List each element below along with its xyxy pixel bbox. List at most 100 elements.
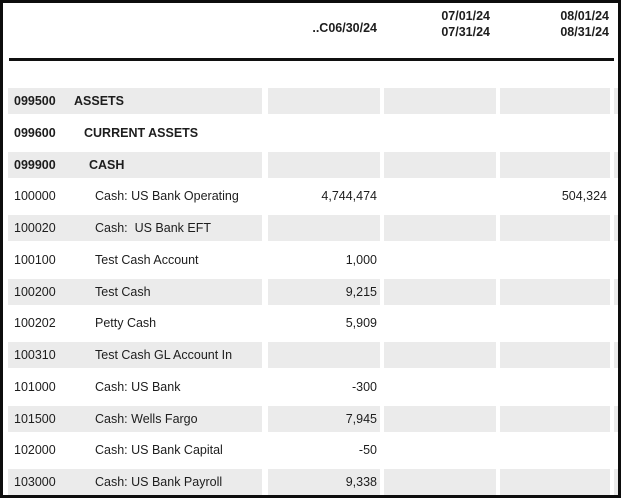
account-cell: 100100 Test Cash Account <box>8 247 262 273</box>
table-row[interactable]: 101500 Cash: Wells Fargo 7,945 <box>8 405 618 432</box>
value-cell-period-3 <box>500 120 610 146</box>
header-divider <box>9 58 614 61</box>
account-number: 100000 <box>14 189 56 204</box>
table-row[interactable]: 099900 CASH <box>8 151 618 178</box>
account-number: 100100 <box>14 252 56 267</box>
account-cell: 100310 Test Cash GL Account In <box>8 342 262 368</box>
account-cell: 101000 Cash: US Bank <box>8 374 262 400</box>
account-cell: 100000 Cash: US Bank Operating <box>8 183 262 209</box>
value-cell-period-1 <box>268 120 380 146</box>
value-cell-period-2 <box>384 405 496 432</box>
value-cell-overflow <box>614 374 618 400</box>
account-name: Cash: US Bank Operating <box>95 189 239 204</box>
account-cell: 100020 Cash: US Bank EFT <box>8 215 262 241</box>
value-cell-period-1 <box>268 215 380 241</box>
table-row[interactable]: 100310 Test Cash GL Account In <box>8 342 618 368</box>
account-cell: 100202 Petty Cash <box>8 310 262 336</box>
account-number: 100020 <box>14 221 56 235</box>
column-header-period-3[interactable]: 08/01/24 08/31/24 <box>500 6 610 58</box>
value-cell-period-2 <box>384 374 496 400</box>
value-cell-overflow <box>614 278 618 305</box>
account-cell: 099900 CASH <box>8 151 262 178</box>
value-cell-period-2 <box>384 437 496 463</box>
account-cell: 101500 Cash: Wells Fargo <box>8 405 262 432</box>
table-row[interactable]: 101000 Cash: US Bank -300 <box>8 374 618 400</box>
account-number: 101500 <box>14 411 56 426</box>
column-header-start-date: 07/01/24 <box>441 9 490 23</box>
table-row[interactable]: 100100 Test Cash Account 1,000 <box>8 247 618 273</box>
value-cell-period-1 <box>268 88 380 114</box>
account-number: 099900 <box>14 157 56 172</box>
value-cell-period-3 <box>500 469 610 495</box>
account-cell: 100200 Test Cash <box>8 278 262 305</box>
value-cell-period-3 <box>500 437 610 463</box>
account-name: Cash: US Bank <box>95 379 181 394</box>
value-cell-period-3 <box>500 151 610 178</box>
value-cell-overflow <box>614 405 618 432</box>
column-header-text: ..C06/30/24 <box>312 21 377 35</box>
value-cell-period-3 <box>500 247 610 273</box>
value-cell-period-1 <box>268 151 380 178</box>
value-cell-period-2 <box>384 247 496 273</box>
value-cell-overflow <box>614 215 618 241</box>
value-cell-overflow <box>614 310 618 336</box>
account-number: 102000 <box>14 443 56 458</box>
table-row[interactable]: 100202 Petty Cash 5,909 <box>8 310 618 336</box>
account-number: 100202 <box>14 316 56 331</box>
account-name: CASH <box>89 157 125 172</box>
value-cell-period-1: 7,945 <box>268 405 380 432</box>
account-column-header-spacer <box>8 6 268 58</box>
value-cell-period-2 <box>384 88 496 114</box>
value-cell-period-1: 5,909 <box>345 316 377 331</box>
account-cell: 102000 Cash: US Bank Capital <box>8 437 262 463</box>
value-cell-overflow <box>614 88 618 114</box>
value-cell-overflow <box>614 151 618 178</box>
column-header-period-1[interactable]: ..C06/30/24 <box>268 6 380 58</box>
table-row[interactable]: 103000 Cash: US Bank Payroll 9,338 <box>8 469 618 495</box>
account-name: ASSETS <box>74 94 125 108</box>
value-cell-overflow <box>614 120 618 146</box>
account-name: Test Cash <box>95 284 151 299</box>
table-row[interactable]: 100200 Test Cash 9,215 <box>8 278 618 305</box>
value-cell-period-1: 9,215 <box>268 278 380 305</box>
value-cell-overflow <box>614 247 618 273</box>
value-cell-overflow <box>614 183 618 209</box>
column-header-end-date: 08/31/24 <box>560 25 609 39</box>
value-cell-period-3 <box>500 278 610 305</box>
value-cell-period-2 <box>384 183 496 209</box>
value-cell-period-3 <box>500 405 610 432</box>
account-number: 099500 <box>14 94 56 108</box>
table-row[interactable]: 102000 Cash: US Bank Capital -50 <box>8 437 618 463</box>
account-cell: 099500 ASSETS <box>8 88 262 114</box>
table-row[interactable]: 099600 CURRENT ASSETS <box>8 120 618 146</box>
account-number: 100200 <box>14 284 56 299</box>
value-cell-period-2 <box>384 120 496 146</box>
value-cell-period-2 <box>384 310 496 336</box>
value-cell-period-1: 4,744,474 <box>321 189 377 204</box>
account-name: Cash: US Bank EFT <box>95 221 212 235</box>
table-header: ..C06/30/24 07/01/24 07/31/24 08/01/24 0… <box>3 3 618 58</box>
table-row[interactable]: 099500 ASSETS <box>8 88 618 114</box>
table-row[interactable]: 100000 Cash: US Bank Operating 4,744,474… <box>8 183 618 209</box>
value-cell-period-3 <box>500 215 610 241</box>
value-cell-period-2 <box>384 342 496 368</box>
table-row[interactable]: 100020 Cash: US Bank EFT <box>8 215 618 241</box>
value-cell-period-1: -300 <box>351 379 377 394</box>
account-cell: 099600 CURRENT ASSETS <box>8 120 262 146</box>
value-cell-period-1: 9,338 <box>268 469 380 495</box>
account-name: Test Cash Account <box>95 252 199 267</box>
account-name: Cash: US Bank Payroll <box>95 475 223 489</box>
value-cell-overflow <box>614 342 618 368</box>
account-number: 103000 <box>14 475 56 489</box>
account-name: CURRENT ASSETS <box>84 125 199 140</box>
column-header-period-2[interactable]: 07/01/24 07/31/24 <box>384 6 496 58</box>
column-header-start-date: 08/01/24 <box>560 9 609 23</box>
account-name: Test Cash GL Account In <box>95 348 233 362</box>
account-number: 099600 <box>14 125 56 140</box>
value-cell-period-3 <box>500 310 610 336</box>
value-cell-period-3 <box>500 88 610 114</box>
value-cell-overflow <box>614 469 618 495</box>
value-cell-period-3 <box>500 374 610 400</box>
account-name: Petty Cash <box>95 316 157 331</box>
value-cell-period-2 <box>384 469 496 495</box>
